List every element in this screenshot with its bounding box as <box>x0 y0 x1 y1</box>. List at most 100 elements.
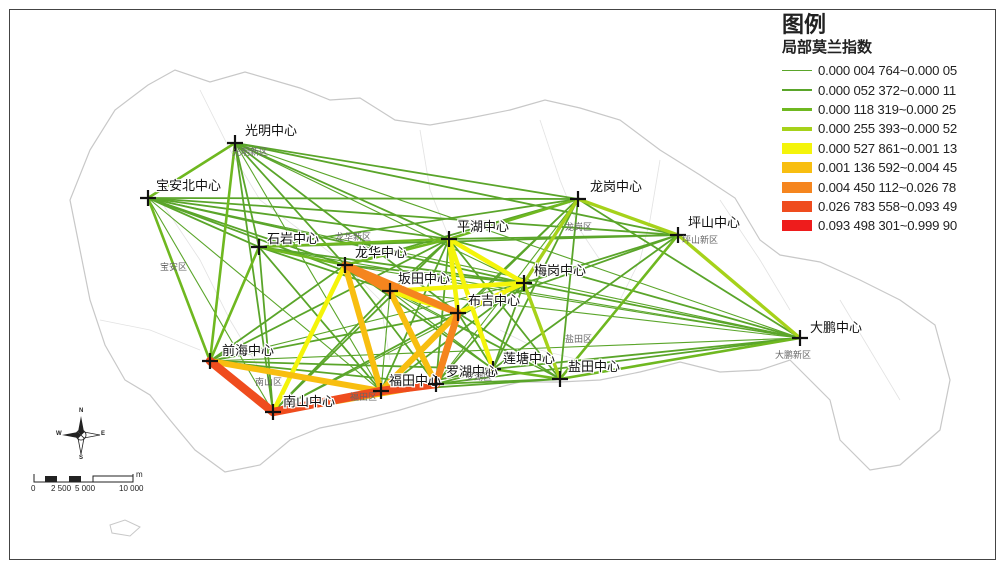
link-baoanbei-pinghu <box>147 197 450 240</box>
legend-rows: 0.000 004 764~0.000 05 0.000 052 372~0.00… <box>782 61 992 236</box>
link-baoanbei-longgang <box>147 197 579 200</box>
center-cross-icon <box>265 404 281 420</box>
link-longgang-yantian <box>559 198 579 380</box>
north-arrow-icon: N S E W <box>56 408 106 461</box>
link-guangming-futian <box>234 142 382 392</box>
center-pinghu: 平湖中心 <box>441 219 510 247</box>
legend-label: 0.000 527 861~0.001 13 <box>818 140 957 156</box>
center-shiyan: 石岩中心 <box>251 231 320 255</box>
link-qianhai-buji <box>209 312 459 362</box>
link-dapeng-pinghu <box>448 238 801 339</box>
legend-label: 0.000 004 764~0.000 05 <box>818 63 957 79</box>
center-label-guangming: 光明中心 <box>245 124 297 139</box>
link-guangming-qianhai <box>208 141 237 363</box>
link-qianhai-liantang <box>209 360 494 370</box>
link-longhua-bantian <box>341 261 394 295</box>
link-nanshan-futian <box>268 386 386 417</box>
link-qianhai-futian <box>207 358 384 394</box>
link-shiyan-longhua <box>257 245 347 267</box>
link-bantian-luohu <box>387 288 439 387</box>
legend-label: 0.000 255 393~0.000 52 <box>818 121 957 137</box>
district-label: 罗湖区 <box>465 372 492 383</box>
legend-title: 图例 <box>782 12 827 37</box>
center-cross-icon <box>441 231 457 247</box>
legend-row: 0.000 255 393~0.000 52 <box>782 119 992 138</box>
center-label-qianhai: 前海中心 <box>222 343 274 359</box>
district-label: 宝安区 <box>160 261 187 273</box>
legend-swatch <box>782 88 812 92</box>
center-label-luohu: 罗湖中心 <box>446 365 498 380</box>
link-dapeng-luohu <box>435 337 801 385</box>
legend-row: 0.000 118 319~0.000 25 <box>782 100 992 119</box>
center-cross-icon <box>552 371 568 387</box>
district-label: 坪山新区 <box>682 234 718 246</box>
link-longgang-liantang <box>492 198 579 370</box>
district-label: 龙岗区 <box>565 221 592 233</box>
legend-label: 0.004 450 112~0.026 78 <box>818 179 956 195</box>
center-cross-icon <box>516 275 532 291</box>
link-nanshan-buji <box>272 312 459 413</box>
legend-swatch <box>782 107 812 112</box>
district-label: 福田区 <box>350 391 377 403</box>
center-pingshan: 坪山中心 <box>670 215 741 243</box>
center-futian: 福田中心 <box>373 373 442 399</box>
link-guangming-buji <box>234 142 459 314</box>
link-meilan-yantian <box>522 281 562 381</box>
link-baoanbei-nanshan <box>147 197 274 413</box>
link-pinghu-buji <box>446 236 461 316</box>
link-buji-meilan <box>455 280 527 316</box>
link-pinghu-yantian <box>448 238 561 380</box>
compass-e: E <box>101 431 106 437</box>
legend-row: 0.004 450 112~0.026 78 <box>782 177 992 196</box>
link-shiyan-nanshan <box>258 246 274 413</box>
scale-tick-1: 2 500 <box>51 484 72 493</box>
district-label: 龙华新区 <box>335 231 371 243</box>
scale-tick-3: 10 000 <box>119 484 144 493</box>
legend-row: 0.000 527 861~0.001 13 <box>782 139 992 158</box>
center-label-buji: 布吉中心 <box>468 294 520 309</box>
legend: 图例 局部莫兰指数 0.000 004 764~0.000 05 0.000 05… <box>782 12 992 236</box>
center-label-shiyan: 石岩中心 <box>267 232 319 247</box>
center-yantian: 盐田中心 <box>552 359 621 387</box>
center-baoanbei: 宝安北中心 <box>140 178 222 206</box>
link-qianhai-nanshan <box>205 356 278 417</box>
scale-bar-graphic <box>33 474 134 483</box>
link-guangming-pingshan <box>234 142 679 236</box>
link-buji-yantian <box>457 312 561 380</box>
legend-swatch <box>782 200 812 212</box>
link-pingshan-liantang <box>492 234 679 370</box>
district-label: 南山区 <box>255 376 282 388</box>
legend-subtitle: 局部莫兰指数 <box>782 39 873 56</box>
link-pinghu-bantian <box>389 238 450 292</box>
link-luohu-pinghu <box>435 238 450 385</box>
center-cross-icon <box>382 283 398 299</box>
link-longgang-pingshan <box>576 197 680 237</box>
link-pinghu-liantang <box>446 236 496 372</box>
link-qianhai-longhua <box>209 264 346 362</box>
district-label: 大鹏新区 <box>775 349 811 361</box>
legend-swatch <box>782 70 812 72</box>
center-bantian: 坂田中心 <box>382 271 451 299</box>
link-baoanbei-futian <box>147 197 382 392</box>
compass-n: N <box>79 408 84 414</box>
center-luohu: 罗湖中心 <box>428 364 499 392</box>
center-cross-icon <box>485 361 501 377</box>
links-layer <box>146 141 802 417</box>
link-baoanbei-dapeng <box>147 197 801 339</box>
center-label-nanshan: 南山中心 <box>283 394 335 410</box>
center-nanshan: 南山中心 <box>265 393 336 420</box>
legend-label: 0.001 136 592~0.004 45 <box>818 160 957 176</box>
link-shiyan-dapeng <box>258 246 801 339</box>
link-luohu-yantian <box>435 378 561 385</box>
center-label-dapeng: 大鹏中心 <box>810 321 862 336</box>
center-label-meilan: 梅岗中心 <box>534 264 586 279</box>
link-yantian-dapeng <box>558 336 802 381</box>
link-luohu-liantang <box>435 368 494 385</box>
legend-row: 0.000 052 372~0.000 11 <box>782 80 992 99</box>
link-dapeng-meilan <box>523 282 801 339</box>
center-qianhai: 前海中心 <box>202 342 275 369</box>
center-label-futian: 福田中心 <box>389 374 441 389</box>
link-baoanbei-shiyan <box>147 197 260 248</box>
